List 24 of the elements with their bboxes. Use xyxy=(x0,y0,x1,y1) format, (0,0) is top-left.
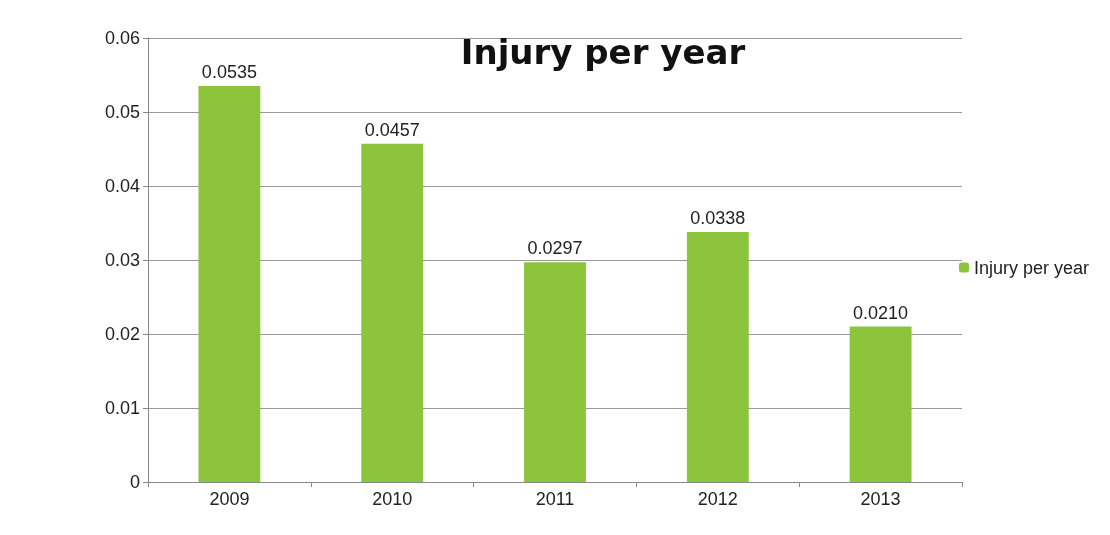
bar xyxy=(524,262,586,482)
x-tick-label: 2010 xyxy=(372,489,413,509)
data-label: 0.0535 xyxy=(201,62,257,83)
bar xyxy=(361,143,424,482)
data-label: 0.0457 xyxy=(364,119,420,140)
bar xyxy=(198,86,261,482)
y-tick-label: 0.05 xyxy=(104,102,140,122)
chart-title: Injury per year xyxy=(460,32,746,72)
y-tick-label: 0.03 xyxy=(104,250,140,270)
y-tick-label: 0.04 xyxy=(104,176,140,196)
legend-label: Injury per year xyxy=(973,257,1090,278)
x-tick-label: 2009 xyxy=(209,489,250,509)
y-tick-label: 0.01 xyxy=(104,398,140,418)
data-label: 0.0210 xyxy=(853,302,909,323)
y-tick-label: 0 xyxy=(129,472,140,492)
y-tick-label: 0.02 xyxy=(104,324,140,344)
bar xyxy=(849,326,912,482)
x-tick-label: 2013 xyxy=(860,489,901,509)
data-label: 0.0297 xyxy=(527,238,583,259)
bar xyxy=(686,231,749,482)
data-label: 0.0338 xyxy=(690,207,746,228)
x-tick-label: 2012 xyxy=(697,489,738,509)
y-tick-label: 0.06 xyxy=(104,28,140,48)
x-tick-label: 2011 xyxy=(535,489,575,509)
